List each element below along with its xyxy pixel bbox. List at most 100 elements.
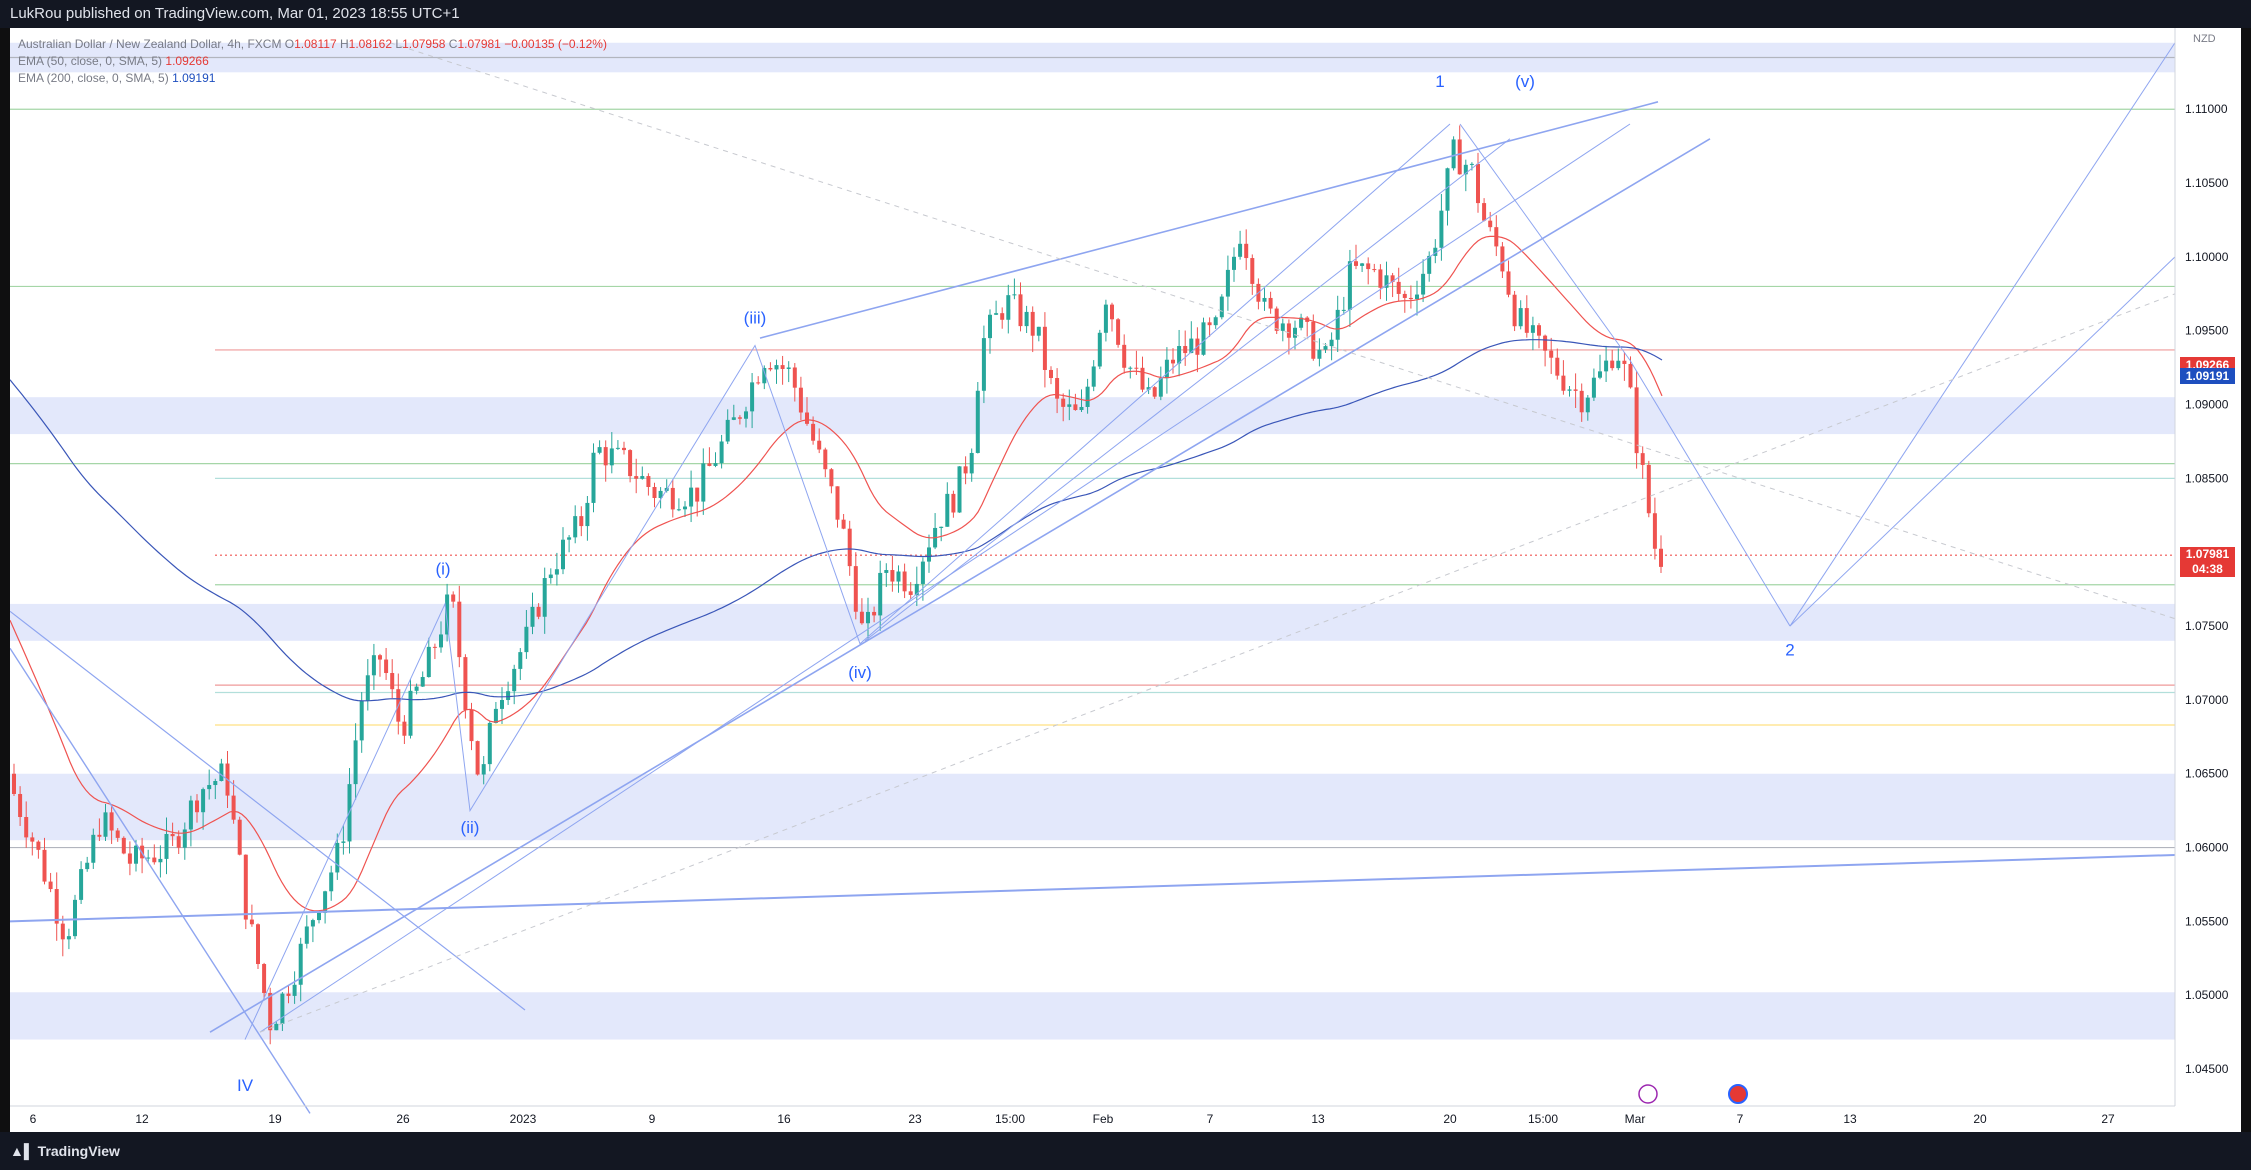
candle-down [30,837,35,842]
sr-zone [10,603,2175,641]
candle-up [1347,261,1352,310]
trendline[interactable] [209,138,1711,1033]
candle-up [1164,359,1169,379]
x-tick-label: 13 [1311,1112,1325,1126]
candle-down [1573,389,1578,391]
ema50-line[interactable] [10,235,1663,912]
candle-down [1140,367,1145,390]
wave-label[interactable]: 1 [1435,72,1444,91]
candle-down [768,367,773,370]
candle-down [127,853,132,864]
trendline[interactable] [10,647,311,1114]
candle-up [530,606,535,627]
candle-up [85,862,90,870]
candle-down [18,793,23,818]
dashed-trendline[interactable] [259,293,2176,1033]
candle-up [323,891,328,913]
candle-up [676,509,681,511]
trendline[interactable] [1629,360,1791,627]
candle-down [268,993,273,1031]
candle-up [774,365,779,370]
candle-up [1067,404,1072,407]
price-chart[interactable]: IV (i) (ii) (iii) (iv) 1 (v) 2 NZD 1.04500 1.05000… [10,28,2241,1132]
candle-down [817,440,822,450]
price-axis-bg[interactable] [2175,28,2241,1132]
candle-down [54,889,59,924]
candle-down [707,463,712,466]
sr-zone [10,397,2175,435]
dashed-trendline[interactable] [389,42,2176,620]
candle-down [811,423,816,441]
candle-down [823,449,828,470]
trendline[interactable] [864,138,1511,642]
candle-up [1616,360,1621,369]
candle-down [805,412,809,424]
candle-up [213,781,218,786]
wave-label[interactable]: (ii) [461,818,480,837]
wave-label[interactable]: (v) [1515,72,1535,91]
candle-down [1061,398,1066,407]
candle-up [1189,338,1194,354]
wave-label[interactable]: IV [237,1076,254,1095]
trendline[interactable] [1789,256,2176,627]
candle-down [902,571,907,592]
candle-down [1555,357,1560,376]
candle-down [1561,375,1566,391]
candle-up [786,367,791,369]
candle-up [1219,296,1224,318]
candle-up [884,570,889,573]
wave-label[interactable]: 2 [1785,641,1794,660]
candle-down [1073,404,1078,411]
trendline[interactable] [10,610,526,1011]
legend-c-value: 1.07981 [457,37,501,51]
x-tick-label: 2023 [510,1112,537,1126]
candle-down [237,819,242,855]
y-tick-label: 1.05500 [2185,914,2229,928]
candle-up [207,785,212,790]
legend-c-label: C [448,37,458,51]
trendline[interactable] [1789,42,2176,627]
candle-up [591,452,596,503]
candle-up [981,338,986,391]
candle-down [1506,271,1511,295]
candle-down [646,476,651,487]
candle-up [1036,326,1041,336]
sr-zone [10,992,2175,1040]
candle-down [1537,325,1541,336]
candle-up [1567,389,1572,391]
ema200-line[interactable] [10,339,1663,702]
candle-down [1579,390,1584,413]
candle-up [731,417,736,420]
elliott-wave-path[interactable] [244,123,1451,1040]
trendline[interactable] [10,853,2176,923]
time-axis[interactable]: 6 12 19 26 2023 9 16 23 15:00 Feb 7 13 20 15:00 Mar 7 13… [10,1084,2175,1126]
legend-ema50-label: EMA (50, close, 0, SMA, 5) [18,54,163,68]
candle-up [506,691,511,701]
candle-down [853,566,858,612]
candle-up [1415,294,1419,300]
candle-up [640,476,645,479]
candle-down [835,486,840,520]
x-tick-label: 7 [1737,1112,1744,1126]
price-axis[interactable]: NZD 1.04500 1.05000 1.05500 1.06000 1.06500 1.… [2174,28,2241,1132]
candle-up [1341,309,1346,311]
trendline[interactable] [759,101,1659,339]
wave-label[interactable]: (iv) [848,663,872,682]
wave-label[interactable]: (iii) [744,308,767,327]
horizontal-levels [10,56,2175,849]
candle-up [164,833,169,859]
flash-event-icon[interactable] [1638,1084,1658,1104]
candle-up [1085,386,1090,407]
candle-up [408,690,413,736]
candle-up [1232,256,1236,270]
tradingview-brand: TradingView [37,1143,120,1159]
chart-frame[interactable]: IV (i) (ii) (iii) (iv) 1 (v) 2 NZD 1.04500 1.05000… [10,28,2241,1132]
wave-label[interactable]: (i) [435,559,450,578]
candle-up [201,789,206,813]
candle-down [890,570,895,582]
candle-up [1591,377,1596,398]
flag-event-icon[interactable] [1728,1084,1748,1104]
candle-down [756,382,761,384]
candle-up [1280,323,1285,331]
trendline[interactable] [1459,123,1631,361]
